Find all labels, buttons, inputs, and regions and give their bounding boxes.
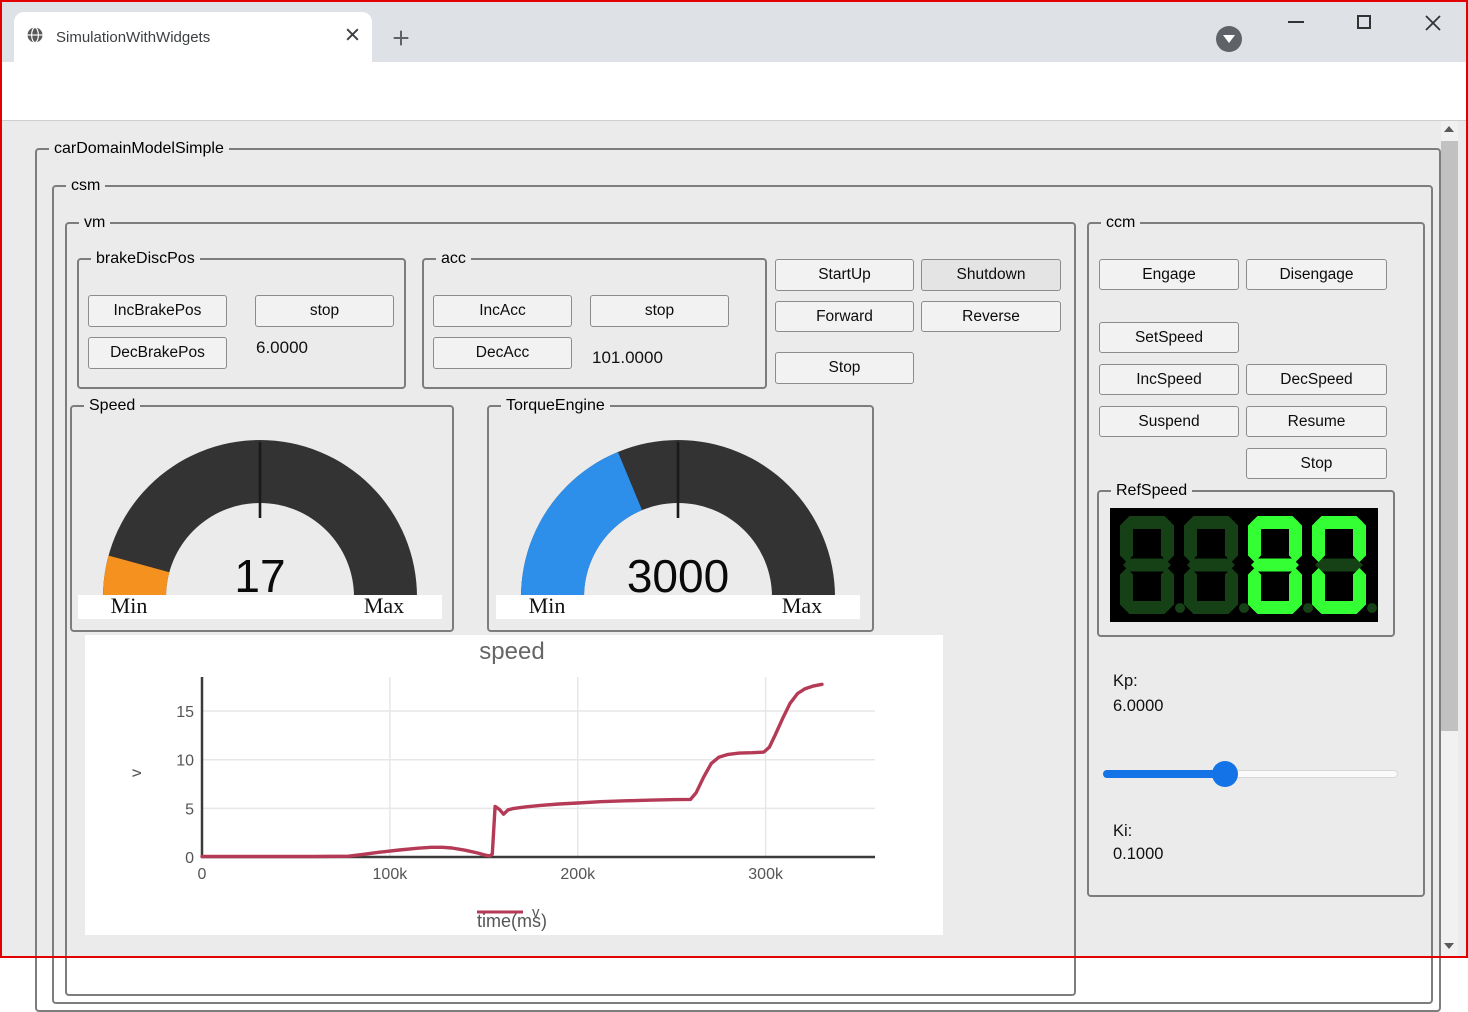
fieldset-legend: RefSpeed: [1111, 481, 1192, 501]
startup-button[interactable]: StartUp: [775, 259, 914, 291]
speed-chart-panel: 0510150100k200k300kspeedvtime(ms)v: [85, 635, 943, 935]
browser-toolbar: Not secure 192.168.1.15 :8080 Guest: [0, 62, 1468, 120]
ccm-stop-button[interactable]: Stop: [1246, 448, 1387, 479]
refspeed-led-display: [1110, 508, 1378, 622]
suspend-button[interactable]: Suspend: [1099, 406, 1239, 437]
svg-text:v: v: [532, 904, 540, 921]
svg-text:Max: Max: [364, 593, 404, 618]
tab-close-icon[interactable]: [345, 27, 360, 47]
fieldset-legend: ccm: [1101, 213, 1140, 233]
window-close-button[interactable]: [1424, 14, 1442, 37]
kp-value: 6.0000: [1113, 697, 1163, 716]
svg-text:3000: 3000: [627, 550, 729, 602]
brake-stop-button[interactable]: stop: [255, 295, 394, 327]
decbrakepos-button[interactable]: DecBrakePos: [88, 337, 227, 369]
fieldset-legend: csm: [66, 176, 105, 196]
svg-text:5: 5: [185, 801, 194, 818]
svg-text:10: 10: [176, 753, 194, 770]
acc-stop-button[interactable]: stop: [590, 295, 729, 327]
engage-button[interactable]: Engage: [1099, 259, 1239, 290]
svg-text:Min: Min: [111, 593, 148, 618]
kp-slider[interactable]: [1103, 761, 1398, 787]
svg-text:15: 15: [176, 704, 194, 721]
vertical-scrollbar[interactable]: [1441, 121, 1458, 956]
setspeed-button[interactable]: SetSpeed: [1099, 322, 1239, 353]
fieldset-legend: acc: [436, 249, 471, 269]
vm-stop-button[interactable]: Stop: [775, 352, 914, 384]
torque-gauge: 3000 Min Max: [492, 420, 864, 622]
decacc-button[interactable]: DecAcc: [433, 337, 572, 369]
svg-text:17: 17: [234, 550, 285, 602]
shutdown-button[interactable]: Shutdown: [921, 259, 1061, 291]
ki-label: Ki:: [1113, 822, 1132, 841]
svg-text:speed: speed: [479, 638, 544, 665]
incbrakepos-button[interactable]: IncBrakePos: [88, 295, 227, 327]
new-tab-button[interactable]: [390, 27, 412, 54]
forward-button-vm[interactable]: Forward: [775, 301, 914, 332]
svg-text:Max: Max: [782, 593, 822, 618]
incacc-button[interactable]: IncAcc: [433, 295, 572, 327]
svg-text:v: v: [128, 769, 145, 777]
fieldset-legend: TorqueEngine: [501, 396, 610, 416]
svg-text:0: 0: [198, 866, 207, 883]
svg-text:200k: 200k: [560, 866, 596, 883]
fieldset-legend: brakeDiscPos: [91, 249, 200, 269]
svg-text:100k: 100k: [373, 866, 409, 883]
window-minimize-button[interactable]: [1288, 21, 1304, 23]
fieldset-legend: vm: [79, 213, 110, 233]
browser-tab[interactable]: SimulationWithWidgets: [14, 12, 372, 62]
scroll-down-icon[interactable]: [1444, 943, 1454, 949]
scrollbar-thumb[interactable]: [1441, 141, 1458, 731]
decspeed-button[interactable]: DecSpeed: [1246, 364, 1387, 395]
disengage-button[interactable]: Disengage: [1246, 259, 1387, 290]
slider-thumb[interactable]: [1212, 761, 1238, 787]
fieldset-legend: Speed: [84, 396, 140, 416]
acc-value: 101.0000: [592, 348, 663, 368]
brake-value: 6.0000: [256, 338, 308, 358]
slider-fill: [1103, 770, 1225, 778]
ki-value: 0.1000: [1113, 845, 1163, 864]
reverse-button[interactable]: Reverse: [921, 301, 1061, 332]
speed-gauge: 17 Min Max: [74, 420, 446, 622]
favicon-globe-icon: [26, 26, 44, 49]
tab-title: SimulationWithWidgets: [56, 29, 345, 46]
resume-button[interactable]: Resume: [1246, 406, 1387, 437]
speed-chart: 0510150100k200k300kspeedvtime(ms)v: [85, 635, 943, 935]
kp-label: Kp:: [1113, 672, 1138, 691]
tab-search-button[interactable]: [1216, 26, 1242, 52]
svg-text:Min: Min: [529, 593, 566, 618]
incspeed-button[interactable]: IncSpeed: [1099, 364, 1239, 395]
svg-text:300k: 300k: [748, 866, 784, 883]
scroll-up-icon[interactable]: [1444, 126, 1454, 132]
window-maximize-button[interactable]: [1357, 15, 1371, 29]
tab-strip: SimulationWithWidgets: [0, 0, 1468, 62]
svg-text:0: 0: [185, 850, 194, 867]
fieldset-legend: carDomainModelSimple: [49, 139, 229, 159]
